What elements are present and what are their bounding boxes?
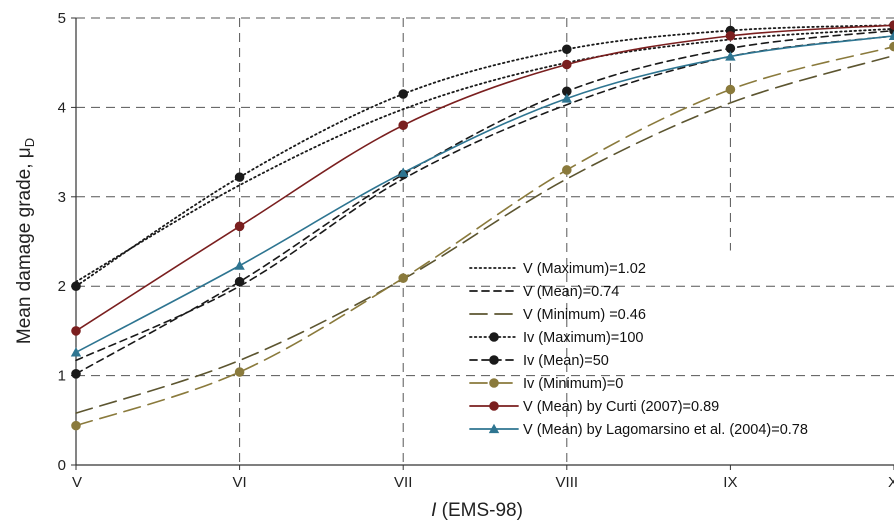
data-point-series-8 [70,347,82,357]
data-point-series-8 [234,260,245,270]
series-line-1 [75,27,894,283]
y-axis-title-main: Mean damage grade, μ [14,147,35,344]
data-point-series-6 [71,420,81,431]
x-tick-labels: V VI VII VIII IX X [72,474,894,491]
legend: V (Maximum)=1.02 V (Mean)=0.74 V (Minimum)… [469,261,808,438]
data-point-series-7 [562,59,572,70]
legend-marker [489,332,499,342]
series-line-7 [75,24,894,332]
y-tick-label: 3 [58,189,66,206]
legend-label: V (Minimum) =0.46 [523,307,646,323]
data-point-series-6 [398,273,409,283]
x-tick-label: VIII [556,474,579,491]
legend-marker [489,355,499,365]
x-tick-label: X [888,474,894,491]
data-point-series-7 [725,31,736,41]
data-point-series-4 [562,44,572,55]
gridlines [76,17,894,465]
legend-label: Iv (Mean)=50 [523,353,609,369]
series-line-4 [75,24,894,288]
series-line-2 [75,35,894,362]
x-axis-title-italic: I [431,500,437,521]
data-point-series-4 [234,172,245,182]
y-axis-title: Mean damage grade, μD [14,138,37,344]
data-point-series-8 [561,93,572,103]
series-line-5 [75,29,894,375]
y-tick-label: 5 [58,10,66,27]
x-tick-label: IX [723,474,737,491]
series-line-8 [75,35,894,354]
data-point-series-4 [398,89,409,99]
legend-marker [489,378,499,388]
data-point-series-5 [71,369,81,379]
y-tick-label: 1 [58,368,66,385]
legend-label: V (Maximum)=1.02 [523,261,646,277]
y-axis-title-subscript: D [22,138,37,147]
x-axis-title-rest: (EMS-98) [436,500,523,521]
x-tick-label: VII [394,474,412,491]
x-tick-label: V [72,474,82,491]
axes [71,17,894,470]
legend-label: V (Mean) by Curti (2007)=0.89 [523,399,719,415]
y-tick-label: 4 [58,99,66,116]
data-point-series-6 [889,41,894,52]
legend-label: Iv (Minimum)=0 [523,376,623,392]
data-point-series-7 [71,326,81,336]
data-point-series-6 [234,367,245,377]
series-lines [75,24,894,427]
legend-label: V (Mean)=0.74 [523,284,619,300]
legend-marker [488,423,500,434]
data-point-series-5 [234,276,245,287]
data-point-series-6 [562,165,572,175]
data-point-series-7 [234,221,245,232]
y-tick-label: 2 [58,278,66,295]
data-point-series-4 [71,281,81,292]
data-point-series-8 [398,167,409,177]
data-point-series-8 [888,30,894,41]
data-point-series-7 [889,20,894,30]
y-tick-label: 0 [58,457,66,474]
data-point-series-6 [725,84,736,95]
data-point-series-8 [725,51,736,61]
data-point-series-7 [398,120,409,131]
x-axis-title: I (EMS-98) [431,500,523,521]
legend-label: Iv (Maximum)=100 [523,330,643,346]
series-markers [70,20,894,431]
legend-label: V (Mean) by Lagomarsino et al. (2004)=0.… [523,422,808,438]
legend-marker [489,401,499,411]
x-tick-label: VI [233,474,247,491]
series-line-3 [75,54,894,414]
series-line-6 [75,45,894,427]
y-tick-labels: 0 1 2 3 4 5 [58,10,66,474]
